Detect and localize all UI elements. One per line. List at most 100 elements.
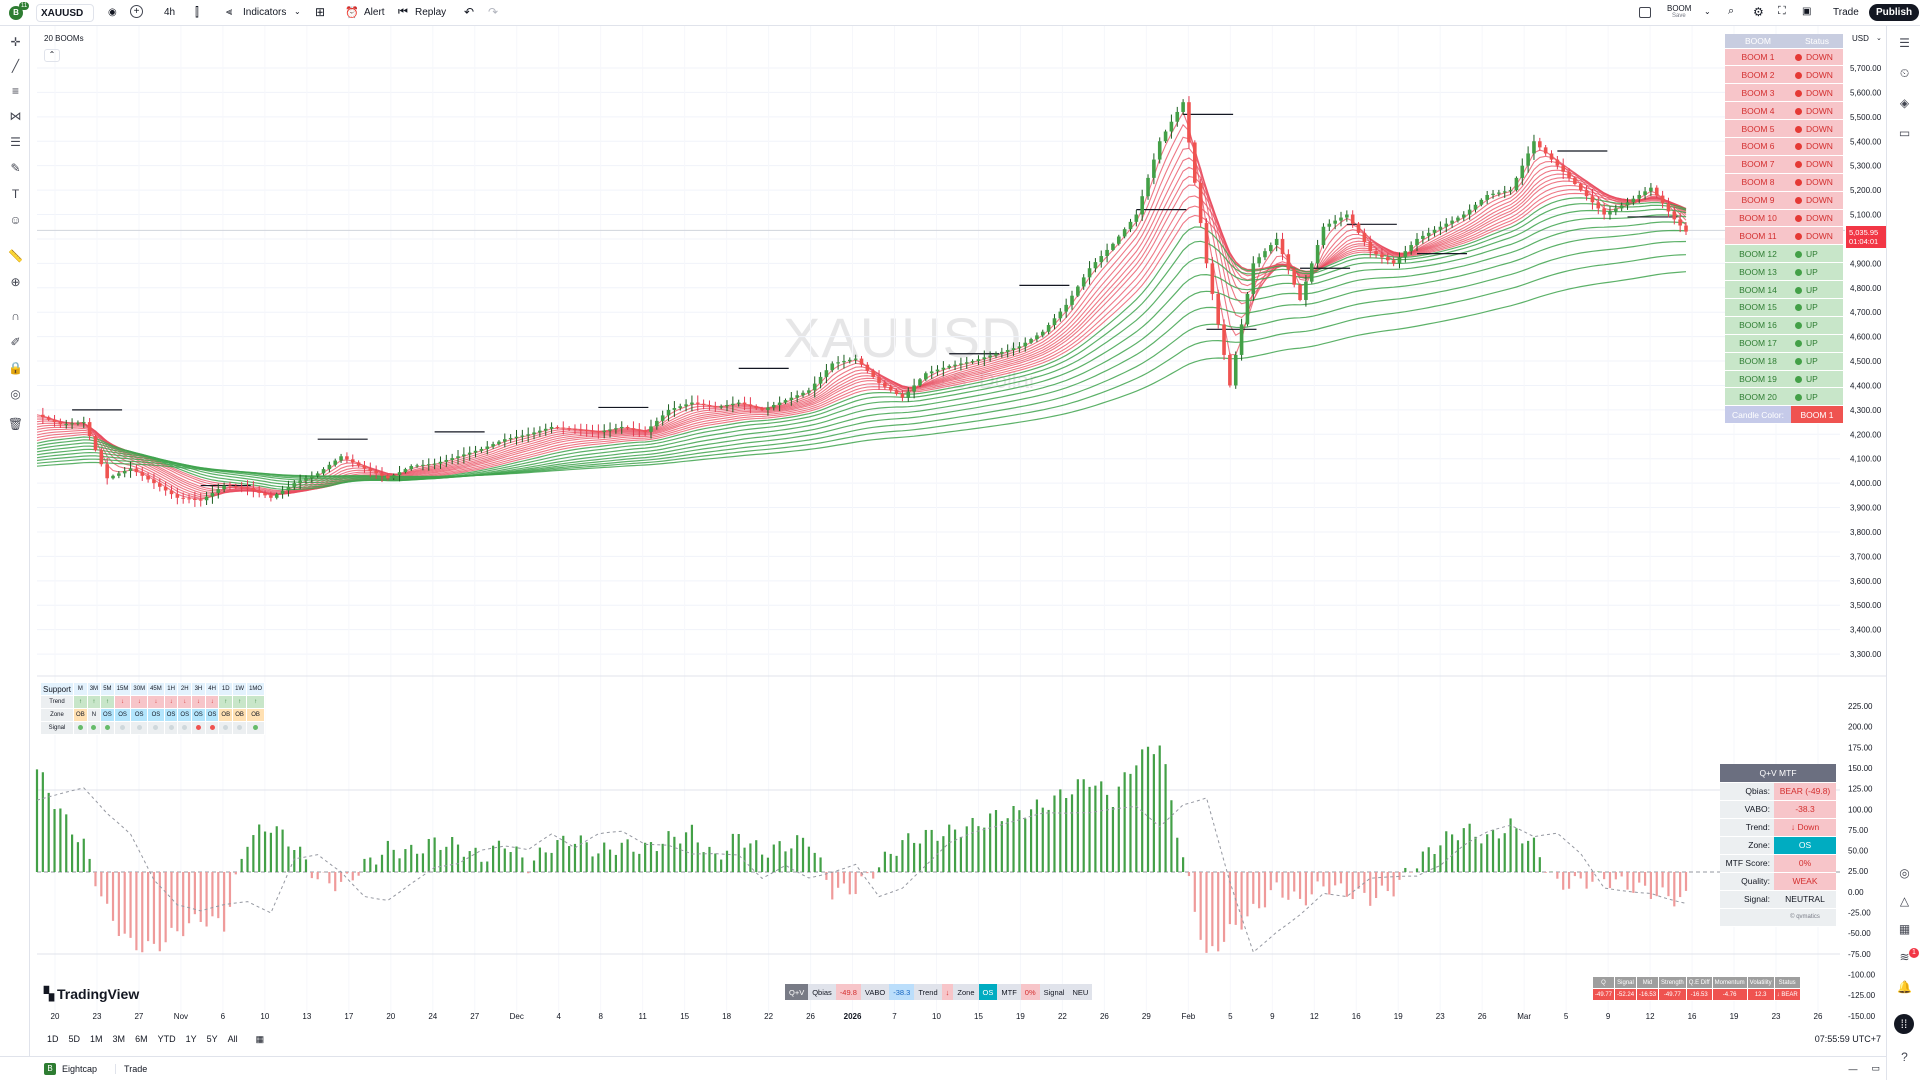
candle-body — [1602, 208, 1606, 215]
zoom-icon[interactable]: ⊕ — [10, 274, 21, 289]
replay-button[interactable]: Replay — [415, 7, 447, 18]
undo-icon[interactable]: ↶ — [464, 5, 475, 19]
maximize-icon[interactable]: ▭ — [1871, 1063, 1880, 1073]
boom-name: BOOM 13 — [1725, 262, 1791, 282]
templates-icon[interactable]: ⊞ — [315, 5, 326, 19]
emoji-icon[interactable]: ☺ — [9, 212, 22, 227]
candle-body — [1245, 293, 1250, 325]
time-tick: 20 — [386, 1012, 395, 1021]
signal-icon[interactable]: ≋ — [1899, 950, 1910, 964]
price-chart[interactable]: 5,700.00 5,600.00 5,500.00 5,400.00 5,300.00… — [0, 26, 1886, 1028]
layers-icon[interactable]: ◈ — [1899, 96, 1910, 110]
signal-dot-icon — [91, 725, 97, 730]
trend-line-icon[interactable]: ╱ — [11, 58, 20, 73]
boom-row: BOOM 1 DOWN — [1725, 48, 1843, 67]
alert-icon[interactable]: ⏰ — [345, 7, 359, 19]
support-trend: ↓ — [177, 695, 193, 709]
time-tick: Mar — [1517, 1012, 1531, 1021]
support-zone: OB — [232, 708, 248, 722]
boom-name: BOOM 8 — [1725, 173, 1791, 192]
gear-icon[interactable]: ⚙ — [1753, 5, 1764, 19]
magnet-icon[interactable]: ∩ — [11, 308, 20, 323]
fullscreen-icon[interactable]: ⛶ — [1778, 5, 1786, 17]
range-5y[interactable]: 5Y — [206, 1034, 218, 1044]
candle-body — [286, 486, 291, 491]
time-tick: 24 — [428, 1012, 437, 1021]
clock[interactable]: 07:55:59 UTC+7 — [1814, 1034, 1881, 1044]
watchlist-icon[interactable]: ☰ — [1899, 36, 1910, 50]
lock-drawings-icon[interactable]: ✐ — [10, 334, 21, 349]
date-range-icon[interactable]: ▦ — [255, 1033, 265, 1044]
lock-icon[interactable]: 🔒 — [8, 360, 23, 375]
range-1m[interactable]: 1M — [90, 1034, 103, 1044]
search-icon[interactable]: ⌕ — [1728, 5, 1735, 17]
fib-icon[interactable]: ☰ — [10, 134, 21, 149]
redo-icon[interactable]: ↷ — [488, 5, 499, 19]
chevron-down-icon[interactable]: ⌄ — [294, 7, 301, 16]
status-dot-icon — [1795, 250, 1802, 258]
horizontal-lines-icon[interactable]: ≡ — [11, 83, 19, 98]
osc-tick: 200.00 — [1848, 723, 1873, 732]
stats-value: -52.24 — [1614, 988, 1638, 1001]
broker-trade-button[interactable]: Trade — [115, 1063, 147, 1074]
collapse-legend-button[interactable]: ⌃ — [44, 49, 60, 62]
triangle-icon[interactable]: △ — [1899, 894, 1910, 908]
trade-button[interactable]: Trade — [1833, 7, 1859, 18]
candle-body — [731, 403, 735, 405]
brush-icon[interactable]: ✎ — [10, 160, 21, 175]
boom-status: DOWN — [1791, 173, 1843, 192]
help-icon[interactable]: ? — [1901, 1050, 1908, 1064]
range-6m[interactable]: 6M — [135, 1034, 148, 1044]
candle-body — [1081, 277, 1086, 287]
interval-button[interactable]: 4h — [164, 7, 176, 18]
candle-body — [549, 426, 554, 429]
eye-icon[interactable]: ◉ — [108, 7, 117, 18]
chevron-down-icon[interactable]: ⌄ — [1704, 7, 1711, 16]
range-1d[interactable]: 1D — [47, 1034, 59, 1044]
range-ytd[interactable]: YTD — [157, 1034, 176, 1044]
boom-status: UP — [1791, 334, 1843, 353]
currency-select[interactable]: USD — [1852, 34, 1869, 43]
candle-body — [304, 478, 308, 481]
boom-row: BOOM 10 DOWN — [1725, 209, 1843, 228]
price-tick: 5,700.00 — [1850, 64, 1882, 73]
range-5d[interactable]: 5D — [68, 1034, 81, 1044]
range-all[interactable]: All — [227, 1034, 238, 1044]
candle-body — [1350, 214, 1355, 224]
symbol-search[interactable]: XAUUSD — [36, 4, 94, 22]
indicators-button[interactable]: Indicators — [243, 7, 287, 18]
mtf-value: BEAR (-49.8) — [1774, 782, 1836, 801]
indicator-legend[interactable]: 20 BOOMs — [44, 34, 84, 43]
clock-icon[interactable]: ⏲ — [1899, 66, 1910, 80]
chat-icon[interactable]: ▭ — [1898, 126, 1911, 140]
camera-icon[interactable]: ▣ — [1802, 6, 1812, 17]
add-symbol-icon[interactable]: + — [130, 5, 143, 18]
visibility-icon[interactable]: ◎ — [10, 386, 21, 401]
calendar-icon[interactable]: ▦ — [1898, 922, 1911, 936]
candle-body — [701, 403, 706, 405]
crosshair-icon[interactable]: ✛ — [10, 34, 21, 49]
range-1y[interactable]: 1Y — [185, 1034, 197, 1044]
indicators-icon[interactable]: ⫷ — [226, 6, 233, 18]
layout-icon[interactable] — [1639, 7, 1651, 18]
publish-button[interactable]: Publish — [1869, 4, 1920, 21]
logo-icon[interactable]: B — [9, 6, 23, 20]
chevron-down-icon[interactable]: ⌄ — [1876, 35, 1882, 42]
trash-icon[interactable]: 🗑 — [7, 416, 24, 431]
range-3m[interactable]: 3M — [112, 1034, 126, 1044]
replay-icon[interactable]: ⏮ — [398, 6, 408, 18]
time-tick: 10 — [932, 1012, 941, 1021]
alert-button[interactable]: Alert — [364, 7, 385, 18]
brand-logo[interactable]: ▚ TradingView — [44, 986, 139, 1002]
broker-name[interactable]: Eightcap — [62, 1063, 98, 1074]
text-icon[interactable]: T — [11, 186, 20, 201]
apps-icon[interactable]: ⁞⁞ — [1894, 1014, 1914, 1034]
ruler-icon[interactable]: 📏 — [8, 248, 23, 263]
minimize-icon[interactable]: — — [1848, 1063, 1858, 1074]
support-trend: ↓ — [163, 695, 179, 709]
layout-name[interactable]: BOOM — [1667, 4, 1692, 13]
candle-type-icon[interactable]: ⫿ — [195, 5, 199, 19]
bell-icon[interactable]: 🔔 — [1897, 980, 1912, 994]
pattern-icon[interactable]: ⋈ — [9, 108, 22, 123]
target-icon[interactable]: ◎ — [1899, 866, 1910, 880]
